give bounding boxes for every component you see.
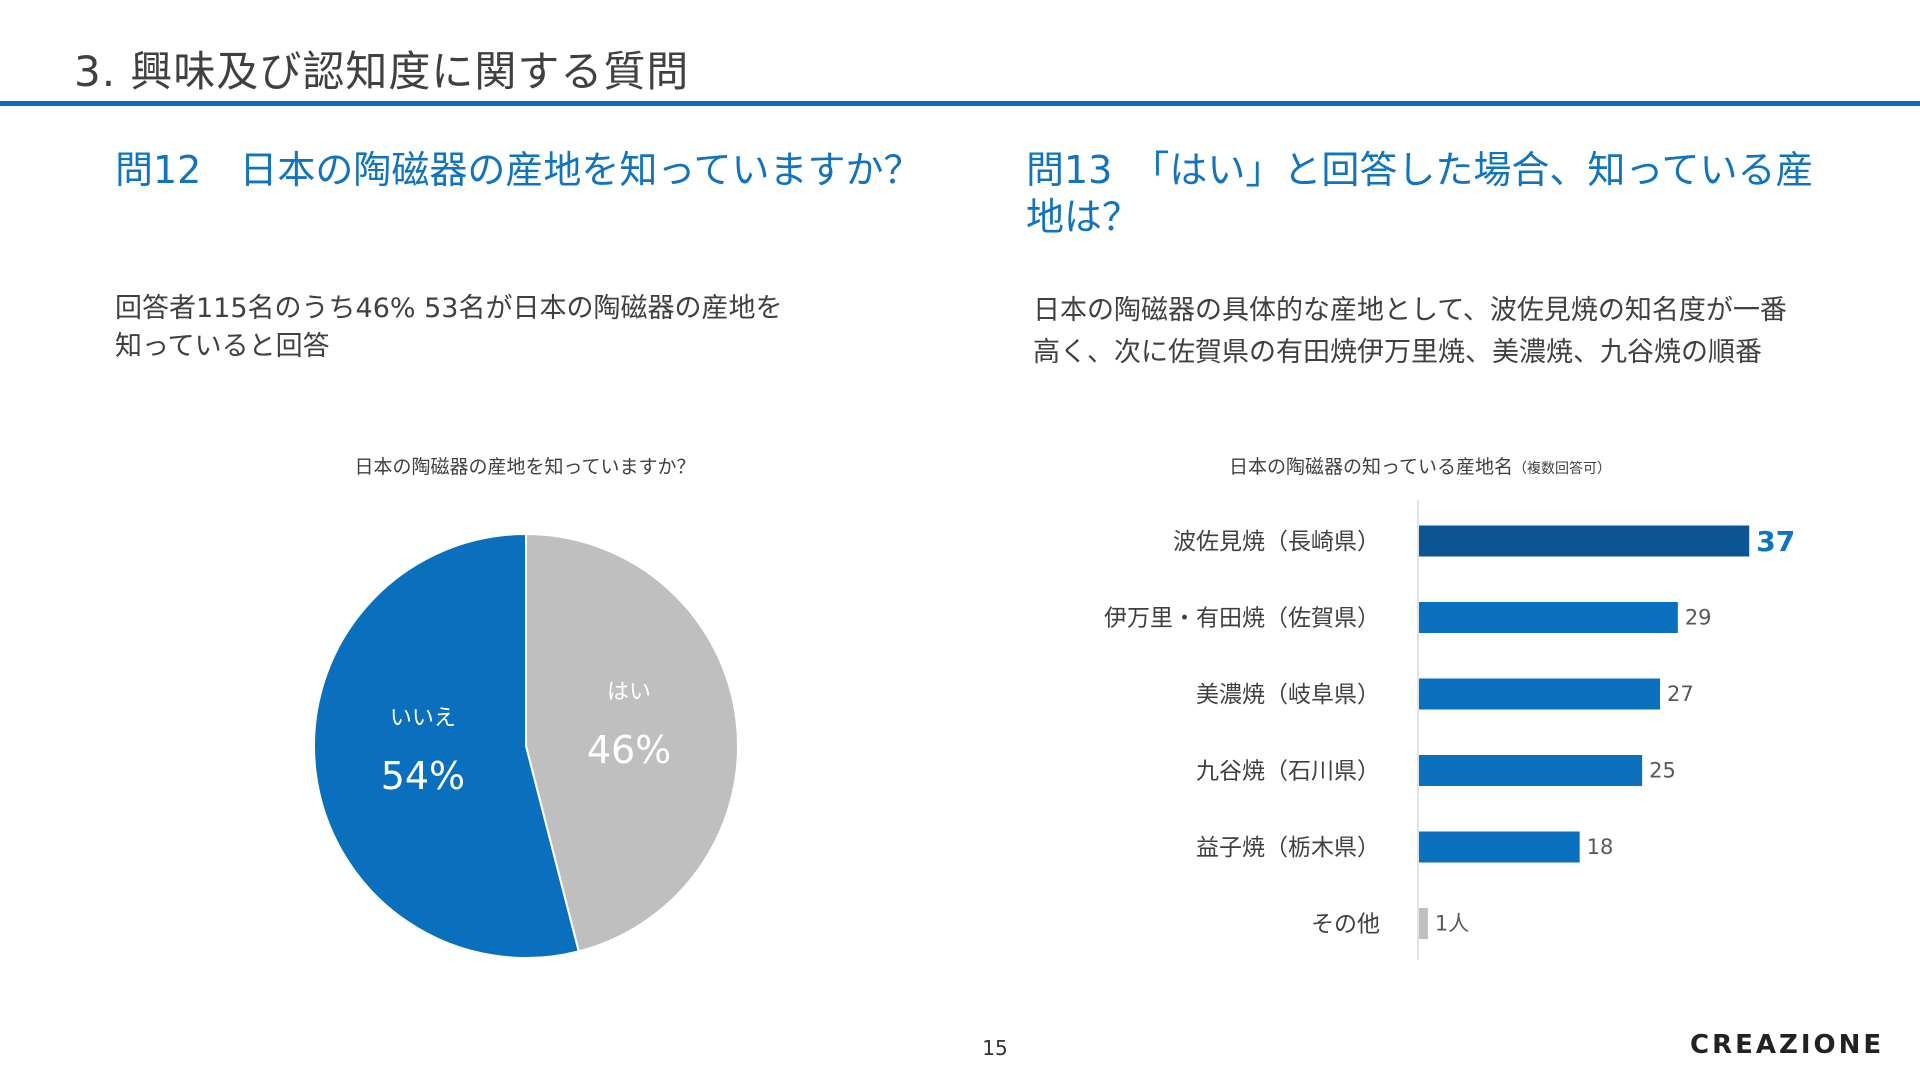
pie-slice-0 [525, 532, 739, 953]
bar-0 [1419, 525, 1750, 557]
slide-title: 3. 興味及び認知度に関する質問 [74, 47, 690, 96]
bar-category-label-3: 九谷焼（石川県） [1196, 759, 1380, 785]
bar-5 [1419, 908, 1428, 939]
question-13-heading: 問13 「はい」と回答した場合、知っている産 地は？ [1026, 147, 1876, 241]
bar-value-label-5: 1人 [1435, 912, 1469, 936]
bar-category-label-0: 波佐見焼（長崎県） [1173, 529, 1380, 555]
title-divider [0, 101, 1920, 106]
bar-category-label-5: その他 [1311, 912, 1380, 938]
question-12-summary: 回答者115名のうち46% 53名が日本の陶磁器の産地を 知っていると回答 [115, 290, 895, 366]
bar-value-label-0: 37 [1756, 525, 1795, 558]
bar-value-label-1: 29 [1685, 606, 1712, 630]
bar-value-label-4: 18 [1587, 835, 1614, 859]
pie-slice-1 [313, 532, 580, 959]
summary-13-line2: 高く、次に佐賀県の有田焼伊万里焼、美濃焼、九谷焼の順番 [1033, 337, 1762, 368]
pie-value-0: 46% [587, 728, 671, 772]
bar-chart-title-main: 日本の陶磁器の知っている産地名 [1228, 456, 1514, 478]
bar-chart-title: 日本の陶磁器の知っている産地名（複数回答可） [1100, 452, 1740, 479]
bar-category-label-1: 伊万里・有田焼（佐賀県） [1104, 606, 1380, 632]
question-13-summary: 日本の陶磁器の具体的な産地として、波佐見焼の知名度が一番 高く、次に佐賀県の有田… [1033, 290, 1873, 374]
bar-value-label-3: 25 [1649, 759, 1676, 783]
bar-value-label-2: 27 [1667, 682, 1694, 706]
summary-12-line2: 知っていると回答 [115, 331, 330, 362]
bar-2 [1419, 678, 1660, 710]
question-13-line1: 問13 「はい」と回答した場合、知っている産 [1026, 148, 1814, 192]
question-12-heading: 問12 日本の陶磁器の産地を知っていますか？ [115, 148, 922, 192]
bar-category-label-2: 美濃焼（岐阜県） [1196, 682, 1380, 708]
summary-12-line1: 回答者115名のうち46% 53名が日本の陶磁器の産地を [115, 293, 783, 324]
brand-logo: CREAZIONE [1690, 1030, 1885, 1060]
page-number: 15 [982, 1036, 1008, 1060]
question-13-line2: 地は？ [1026, 195, 1141, 239]
bar-chart-title-note: （複数回答可） [1513, 461, 1612, 477]
bar-1 [1419, 602, 1678, 633]
bar-3 [1419, 755, 1643, 786]
bar-chart: 波佐見焼（長崎県） 37 伊万里・有田焼（佐賀県） 29 美濃焼（岐阜県） 27 九谷焼（石… [1104, 500, 1795, 960]
pie-value-1: 54% [381, 754, 465, 798]
pie-chart-title: 日本の陶磁器の産地を知っていますか？ [354, 456, 696, 478]
pie-chart: はい 46% いいえ 54% [313, 532, 739, 959]
pie-label-0: はい [607, 680, 651, 705]
pie-label-1: いいえ [390, 706, 456, 731]
bar-4 [1419, 831, 1580, 863]
bar-category-label-4: 益子焼（栃木県） [1196, 835, 1380, 861]
summary-13-line1: 日本の陶磁器の具体的な産地として、波佐見焼の知名度が一番 [1033, 295, 1787, 326]
